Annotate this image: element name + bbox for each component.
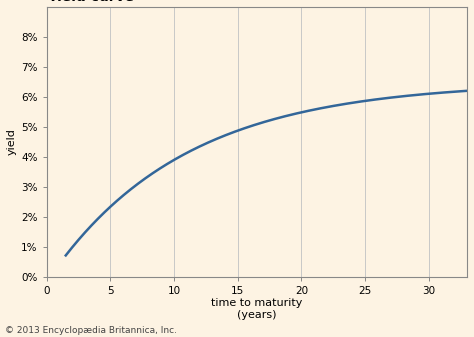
Text: © 2013 Encyclopædia Britannica, Inc.: © 2013 Encyclopædia Britannica, Inc. — [5, 326, 177, 335]
Text: Yield curve: Yield curve — [46, 0, 134, 4]
X-axis label: time to maturity
(years): time to maturity (years) — [211, 298, 302, 320]
Y-axis label: yield: yield — [7, 128, 17, 155]
